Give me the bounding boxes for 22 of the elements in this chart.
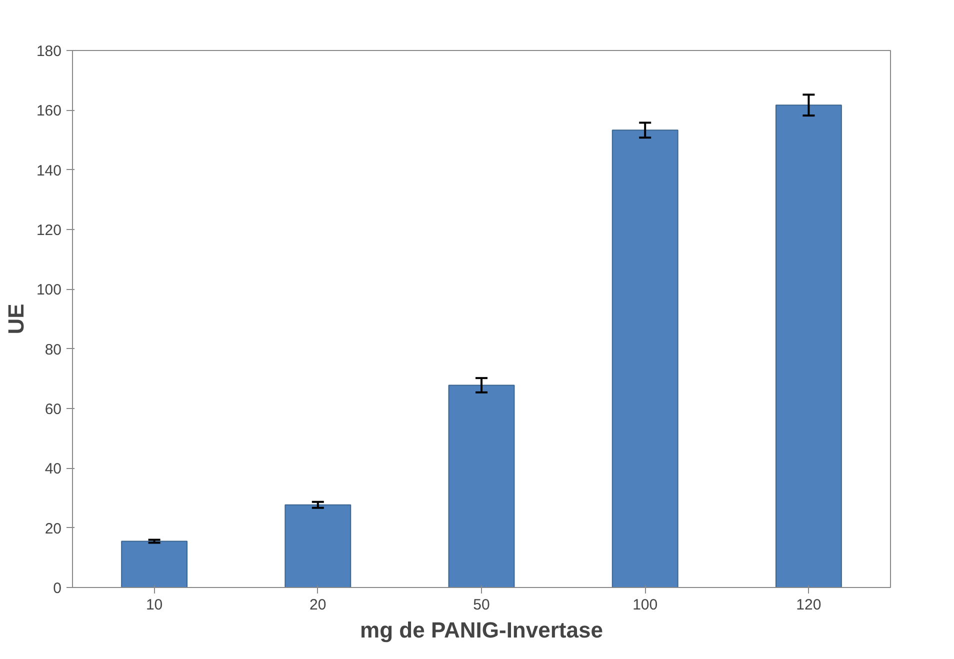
y-tick-label: 80 — [44, 341, 62, 358]
y-tick-label: 140 — [36, 162, 62, 180]
y-tick-label: 180 — [36, 43, 62, 60]
bar — [775, 104, 842, 588]
y-tick-label: 40 — [44, 460, 62, 478]
bar — [121, 540, 188, 588]
y-tick-label: 120 — [36, 222, 62, 239]
y-tick-label: 0 — [53, 580, 62, 597]
x-tick-label: 120 — [796, 596, 822, 614]
y-tick-label: 20 — [44, 520, 62, 538]
y-tick-label: 60 — [44, 401, 62, 418]
x-axis-title: mg de PANIG-Invertase — [360, 618, 603, 642]
bar — [612, 130, 678, 588]
y-tick-label: 100 — [36, 282, 62, 299]
bar — [284, 504, 352, 588]
bar — [448, 384, 515, 588]
x-tick-label: 10 — [146, 596, 163, 614]
x-tick-label: 20 — [310, 596, 326, 614]
x-tick-label: 50 — [473, 596, 490, 614]
x-tick-label: 100 — [632, 596, 658, 614]
y-tick-label: 160 — [36, 102, 62, 120]
y-axis-title: UE — [3, 304, 28, 334]
